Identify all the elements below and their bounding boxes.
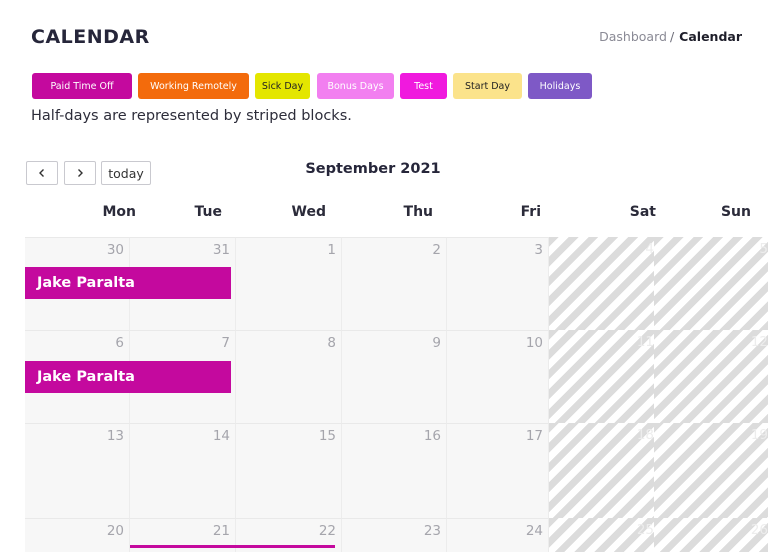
- day-cell[interactable]: 20: [25, 518, 130, 552]
- legend-bonus-days: Bonus Days: [317, 73, 394, 99]
- dow-wed: Wed: [291, 204, 326, 220]
- day-cell[interactable]: 1: [236, 237, 342, 330]
- day-number: 14: [212, 428, 230, 444]
- chevron-right-icon: [78, 169, 83, 177]
- half-day-note: Half-days are represented by striped blo…: [31, 108, 352, 124]
- page-title: CALENDAR: [31, 26, 150, 48]
- day-cell[interactable]: 15: [236, 423, 342, 518]
- week-row: 6 7 8 9 10 11 12 Jake Paralta: [25, 330, 768, 423]
- calendar-event[interactable]: Jake Paralta: [25, 267, 231, 299]
- calendar-event[interactable]: Jake Paralta: [25, 361, 231, 393]
- day-cell[interactable]: 10: [447, 330, 549, 423]
- day-cell-weekend[interactable]: 25: [549, 518, 654, 552]
- legend-test: Test: [400, 73, 447, 99]
- day-cell-weekend[interactable]: 5: [654, 237, 768, 330]
- day-number: 24: [525, 523, 543, 539]
- day-number: 4: [645, 241, 654, 257]
- legend-working-remotely: Working Remotely: [138, 73, 249, 99]
- day-number: 5: [759, 241, 768, 257]
- dow-mon: Mon: [102, 204, 136, 220]
- dow-fri: Fri: [520, 204, 541, 220]
- day-number: 19: [750, 427, 768, 443]
- chevron-left-icon: [39, 169, 44, 177]
- day-number: 26: [750, 522, 768, 538]
- day-cell[interactable]: 14: [130, 423, 236, 518]
- day-number: 31: [212, 242, 230, 258]
- day-number: 1: [327, 242, 336, 258]
- legend-paid-time-off: Paid Time Off: [32, 73, 132, 99]
- legend-sick-day: Sick Day: [255, 73, 310, 99]
- day-cell[interactable]: 24: [447, 518, 549, 552]
- month-title: September 2021: [305, 161, 441, 177]
- day-cell-weekend[interactable]: 12: [654, 330, 768, 423]
- day-cell[interactable]: 17: [447, 423, 549, 518]
- dow-sat: Sat: [629, 204, 656, 220]
- day-number: 25: [636, 522, 654, 538]
- day-number: 12: [750, 334, 768, 350]
- day-number: 11: [636, 334, 654, 350]
- day-cell[interactable]: 2: [342, 237, 447, 330]
- day-number: 9: [432, 335, 441, 351]
- legend-holidays: Holidays: [528, 73, 592, 99]
- day-cell[interactable]: 3: [447, 237, 549, 330]
- day-cell-weekend[interactable]: 19: [654, 423, 768, 518]
- day-cell[interactable]: 9: [342, 330, 447, 423]
- day-number: 2: [432, 242, 441, 258]
- day-number: 8: [327, 335, 336, 351]
- day-number: 10: [525, 335, 543, 351]
- next-month-button[interactable]: [64, 161, 96, 185]
- today-button[interactable]: today: [101, 161, 151, 185]
- day-cell-weekend[interactable]: 26: [654, 518, 768, 552]
- breadcrumb: Dashboard / Calendar: [599, 29, 742, 44]
- day-number: 13: [106, 428, 124, 444]
- day-cell-weekend[interactable]: 4: [549, 237, 654, 330]
- day-number: 6: [115, 335, 124, 351]
- day-cell[interactable]: 16: [342, 423, 447, 518]
- day-number: 23: [423, 523, 441, 539]
- breadcrumb-separator: /: [669, 29, 675, 44]
- legend-start-day: Start Day: [453, 73, 522, 99]
- day-number: 18: [636, 427, 654, 443]
- day-number: 3: [534, 242, 543, 258]
- day-number: 20: [106, 523, 124, 539]
- day-number: 17: [525, 428, 543, 444]
- day-number: 22: [318, 523, 336, 539]
- breadcrumb-dashboard-link[interactable]: Dashboard: [599, 29, 667, 44]
- day-cell[interactable]: 8: [236, 330, 342, 423]
- day-number: 7: [221, 335, 230, 351]
- day-cell[interactable]: 23: [342, 518, 447, 552]
- day-cell-weekend[interactable]: 11: [549, 330, 654, 423]
- day-number: 15: [318, 428, 336, 444]
- week-row: 30 31 1 2 3 4 5 Jake Paralta: [25, 237, 768, 330]
- week-row: 20 21 22 23 24 25 26: [25, 518, 768, 552]
- day-number: 30: [106, 242, 124, 258]
- day-cell-weekend[interactable]: 18: [549, 423, 654, 518]
- day-number: 16: [423, 428, 441, 444]
- week-row: 13 14 15 16 17 18 19: [25, 423, 768, 518]
- day-number: 21: [212, 523, 230, 539]
- dow-thu: Thu: [403, 204, 433, 220]
- day-cell[interactable]: 13: [25, 423, 130, 518]
- prev-month-button[interactable]: [26, 161, 58, 185]
- breadcrumb-current: Calendar: [679, 29, 742, 44]
- dow-tue: Tue: [194, 204, 222, 220]
- dow-sun: Sun: [720, 204, 751, 220]
- calendar-event-strip[interactable]: [130, 545, 335, 548]
